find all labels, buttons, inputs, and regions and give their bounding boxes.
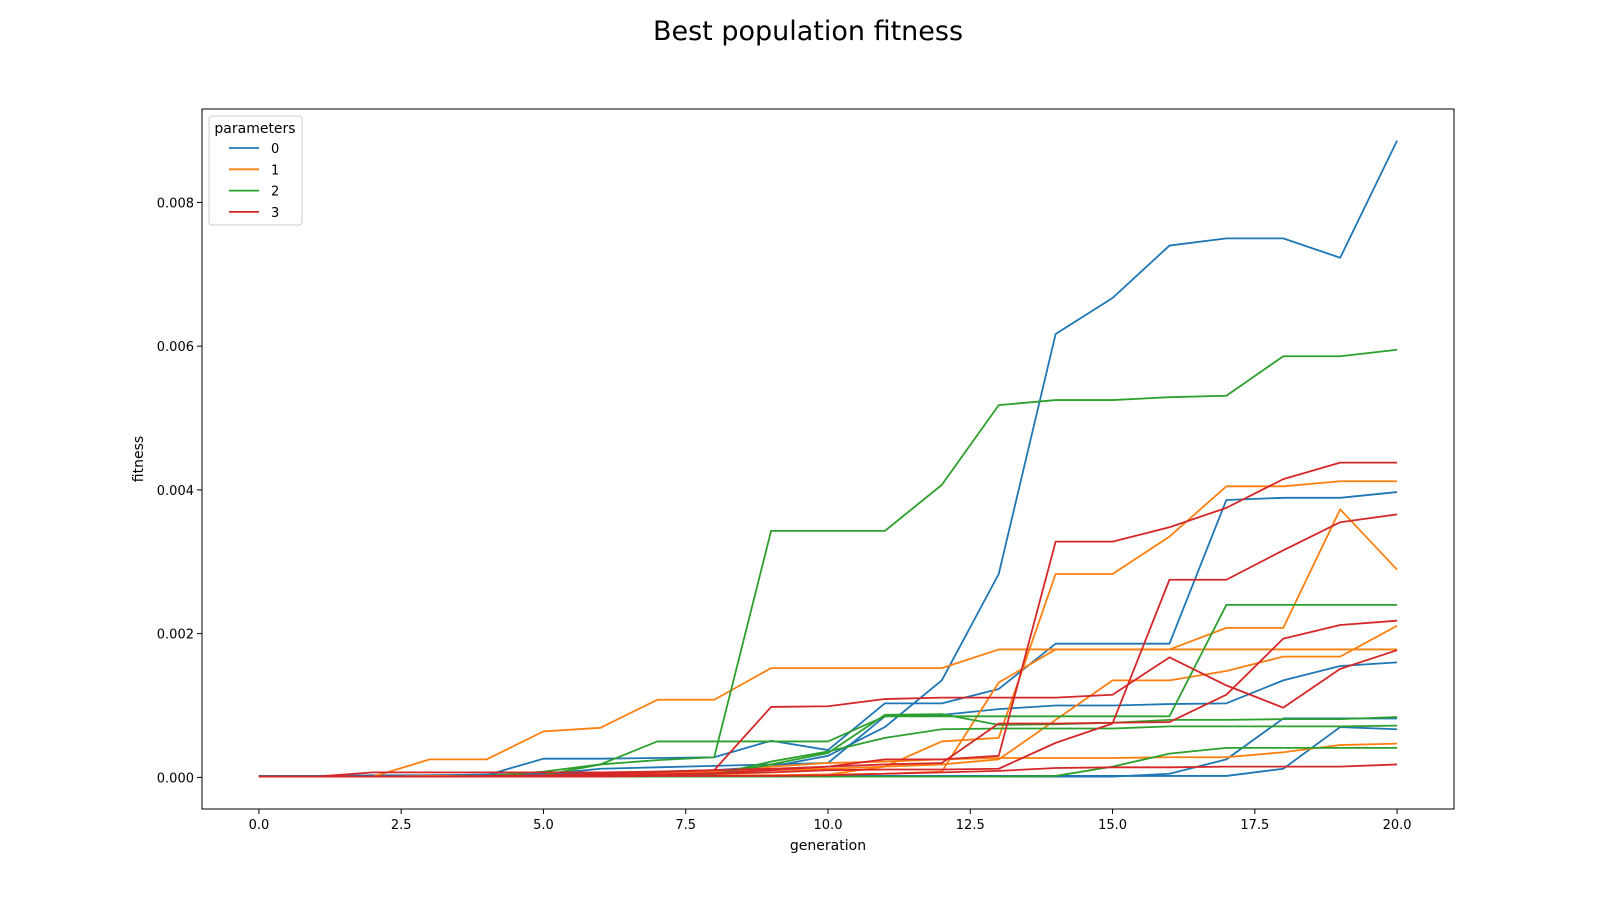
y-tick-label: 0.000 — [157, 771, 194, 786]
legend-title: parameters — [214, 121, 295, 137]
series-line-1-7 — [258, 508, 1398, 778]
series-line-0-1 — [258, 491, 1398, 777]
legend-label-2: 2 — [271, 185, 279, 200]
y-tick-label: 0.008 — [157, 196, 194, 211]
x-tick-label: 20.0 — [1383, 818, 1412, 833]
x-tick-label: 0.0 — [249, 818, 270, 833]
series-line-3-16 — [258, 461, 1398, 778]
plot-lines — [258, 140, 1398, 778]
x-tick-label: 7.5 — [675, 818, 696, 833]
x-axis: 0.0 2.5 5.0 7.5 10.0 12.5 15.0 17.5 20.0 — [249, 809, 1412, 833]
series-line-0-0 — [258, 140, 1398, 777]
legend-box — [208, 115, 303, 226]
legend-entries: 0 1 2 3 — [229, 142, 279, 221]
legend-label-3: 3 — [271, 206, 279, 221]
y-tick-label: 0.004 — [157, 484, 194, 499]
series-line-3-15 — [258, 649, 1398, 778]
x-tick-label: 12.5 — [956, 818, 985, 833]
y-tick-label: 0.002 — [157, 628, 194, 643]
x-tick-label: 10.0 — [814, 818, 843, 833]
series-line-1-8 — [258, 624, 1398, 778]
x-axis-label: generation — [790, 838, 866, 854]
series-line-1-5 — [258, 648, 1398, 778]
axes-frame — [201, 108, 1455, 810]
x-tick-label: 5.0 — [533, 818, 554, 833]
series-line-2-10 — [258, 348, 1398, 778]
y-axis: 0.000 0.002 0.004 0.006 0.008 — [157, 196, 202, 786]
legend-label-0: 0 — [271, 142, 279, 157]
series-line-1-6 — [258, 480, 1398, 778]
chart-title: Best population fitness — [653, 16, 963, 47]
x-tick-label: 15.0 — [1098, 818, 1127, 833]
y-tick-label: 0.006 — [157, 340, 194, 355]
series-line-3-17 — [258, 513, 1398, 778]
y-axis-label: fitness — [131, 436, 147, 482]
x-tick-label: 17.5 — [1240, 818, 1269, 833]
legend-label-1: 1 — [271, 163, 279, 178]
series-line-3-19 — [258, 763, 1398, 778]
x-tick-label: 2.5 — [391, 818, 412, 833]
legend: parameters 0 1 2 3 — [208, 115, 303, 226]
